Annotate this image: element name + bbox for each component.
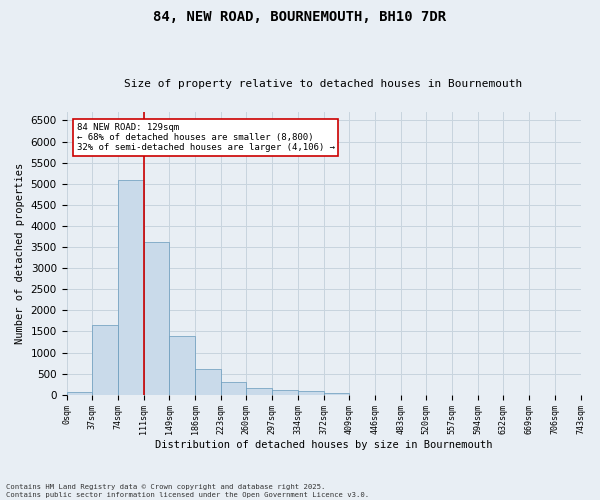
Bar (67, 392, 92, 394)
Bar (272, 390, 298, 394)
Bar (143, 242, 169, 394)
Text: Contains HM Land Registry data © Crown copyright and database right 2025.
Contai: Contains HM Land Registry data © Crown c… (6, 484, 369, 498)
X-axis label: Distribution of detached houses by size in Bournemouth: Distribution of detached houses by size … (155, 440, 492, 450)
Y-axis label: Number of detached properties: Number of detached properties (15, 162, 25, 344)
Text: 84, NEW ROAD, BOURNEMOUTH, BH10 7DR: 84, NEW ROAD, BOURNEMOUTH, BH10 7DR (154, 10, 446, 24)
Text: 84 NEW ROAD: 129sqm
← 68% of detached houses are smaller (8,800)
32% of semi-det: 84 NEW ROAD: 129sqm ← 68% of detached ho… (77, 122, 335, 152)
Bar (118, 180, 143, 394)
Bar (169, 336, 195, 394)
Bar (323, 393, 349, 394)
Bar (298, 392, 323, 394)
Bar (247, 388, 272, 394)
Title: Size of property relative to detached houses in Bournemouth: Size of property relative to detached ho… (124, 79, 523, 89)
Bar (221, 382, 247, 394)
Bar (92, 325, 118, 394)
Bar (195, 370, 221, 394)
